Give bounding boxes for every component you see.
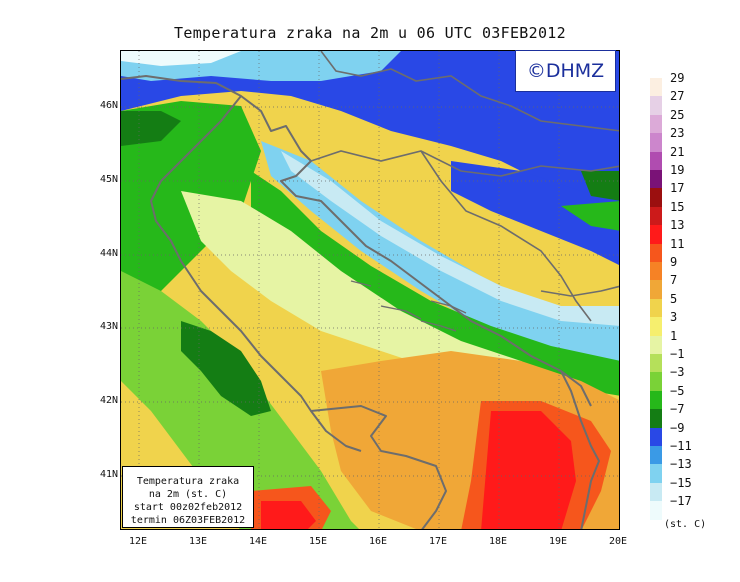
legend-tick-label: 25 [670,107,685,122]
legend-tick-label: 7 [670,273,678,288]
legend-swatch [650,390,662,410]
lat-label-42n: 42N [99,395,118,406]
lon-label-12e: 12E [128,536,148,547]
legend-swatch [650,96,662,116]
legend-swatch [650,482,662,502]
legend-swatch [650,446,662,465]
legend-tick-label: −7 [670,402,685,417]
legend-swatch [650,151,662,171]
lon-label-18e: 18E [488,536,508,547]
legend-swatch [650,78,662,97]
field-whitish-coast [281,151,619,326]
lon-label-16e: 16E [368,536,388,547]
legend-swatch [650,501,662,521]
lon-label-13e: 13E [188,536,208,547]
lon-label-17e: 17E [428,536,448,547]
legend-swatch [650,354,662,373]
info-line-1: Temperatura zraka [136,476,240,487]
legend-units: (st. C) [664,519,707,530]
legend-tick-label: −15 [670,475,692,490]
field-green-east [561,201,619,231]
field-red-italy-south [261,501,316,529]
legend-swatch [650,427,662,447]
lon-label-14e: 14E [248,536,268,547]
info-line-4: termin 06Z03FEB2012 [130,515,246,526]
field-dark-green-nw [121,111,181,146]
legend-tick-label: −11 [670,439,692,453]
legend-tick-label: 23 [670,126,685,141]
temperature-field [121,51,619,529]
borders [310,51,619,322]
legend-swatch [650,170,662,189]
legend-tick-label: 1 [670,328,678,343]
legend-swatch [650,225,662,245]
lon-label-15e: 15E [308,536,328,547]
field-whitish-nw [121,51,241,66]
legend-tick-label: 5 [670,291,678,306]
legend-swatch [650,206,662,226]
legend-swatch [650,188,662,208]
field-light-yellow-adriatic [181,191,561,391]
field-green-coast [251,171,619,396]
lat-label-43n: 43N [99,321,118,332]
legend-tick-label: −5 [670,383,685,398]
temperature-map [120,50,620,530]
legend-swatch [650,464,662,484]
legend-tick-label: 15 [670,199,685,214]
legend-tick-label: −1 [670,347,685,361]
info-box: Temperatura zraka na 2m (st. C) start 00… [122,466,254,528]
lon-label-19e: 19E [548,536,568,547]
legend-swatch [650,280,662,300]
legend-tick-label: −9 [670,420,685,435]
field-cold-north [121,51,619,201]
lat-label-45n: 45N [99,174,118,185]
legend-swatch [650,262,662,281]
legend-tick-label: 13 [670,218,685,233]
legend-swatch [650,133,662,153]
legend-tick-label: 27 [670,89,685,104]
legend-swatch [650,243,662,263]
legend-tick-label: 9 [670,255,678,269]
legend-tick-label: 21 [670,144,685,159]
field-red-albania [481,411,576,529]
lon-label-20e: 20E [608,536,628,547]
field-dark-green-east [581,171,619,201]
legend-tick-label: 19 [670,163,685,177]
legend-tick-label: 17 [670,181,685,196]
legend-tick-label: 3 [670,310,678,325]
coastlines [121,75,600,529]
graticule [121,51,619,529]
legend-tick-label: −17 [670,494,692,509]
info-line-3: start 00z02feb2012 [133,502,243,513]
lat-label-46n: 46N [99,100,118,111]
color-legend [650,78,662,521]
legend-swatch [650,317,662,337]
legend-tick-label: 29 [670,71,685,85]
legend-swatch [650,114,662,134]
legend-swatch [650,372,662,392]
info-line-2: na 2m (st. C) [148,489,228,500]
legend-swatch [650,335,662,355]
dhmz-logo: ©DHMZ [515,50,616,92]
field-dark-green-apennine [181,321,271,416]
legend-tick-label: 11 [670,236,685,251]
islands [350,280,467,332]
lat-label-41n: 41N [99,469,118,480]
legend-tick-label: −3 [670,365,685,380]
lat-label-44n: 44N [99,248,118,259]
field-blue-east [451,161,619,265]
legend-tick-label: −13 [670,457,692,472]
legend-swatch [650,409,662,429]
map-title: Temperatura zraka na 2m u 06 UTC 03FEB20… [174,24,566,42]
legend-swatch [650,298,662,318]
